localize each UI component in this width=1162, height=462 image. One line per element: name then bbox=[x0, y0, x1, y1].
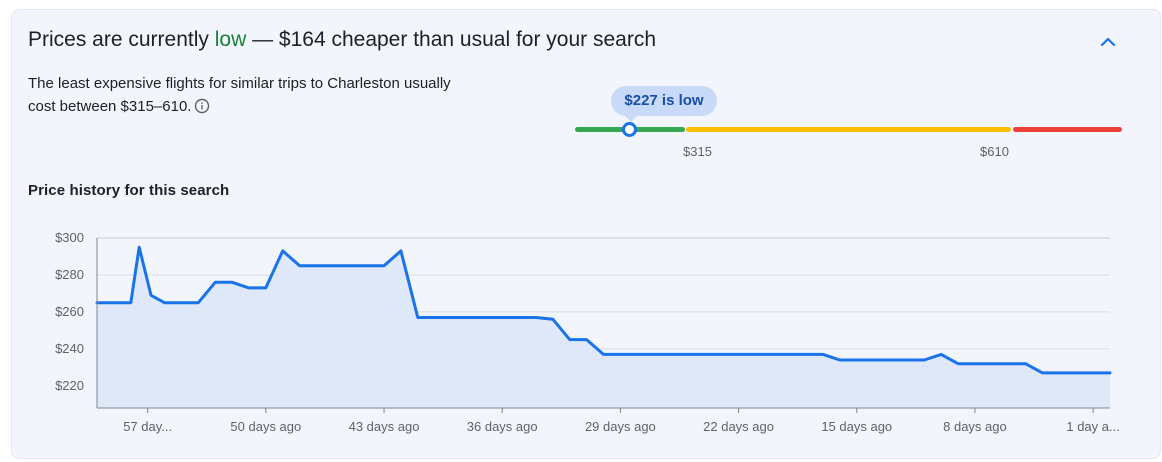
current-price-bubble: $227 is low bbox=[611, 86, 717, 122]
x-tick-label: 8 days ago bbox=[943, 419, 1007, 434]
price-area-fill bbox=[97, 247, 1110, 408]
description-text: The least expensive flights for similar … bbox=[28, 75, 451, 115]
x-tick-label: 43 days ago bbox=[349, 419, 420, 434]
x-tick-label: 36 days ago bbox=[467, 419, 538, 434]
collapse-button[interactable] bbox=[1094, 28, 1122, 56]
low-threshold-label: $315 bbox=[683, 144, 712, 159]
price-status-word: low bbox=[214, 28, 247, 51]
price-range-description: The least expensive flights for similar … bbox=[28, 72, 468, 121]
y-tick-label: $300 bbox=[55, 230, 84, 245]
price-history-line bbox=[95, 245, 1112, 375]
price-status-headline: Prices are currently low — $164 cheaper … bbox=[28, 28, 656, 52]
x-tick-label: 22 days ago bbox=[703, 419, 774, 434]
x-tick-label: 50 days ago bbox=[230, 419, 301, 434]
info-icon[interactable] bbox=[194, 98, 210, 121]
x-tick-label: 29 days ago bbox=[585, 419, 656, 434]
price-history-title: Price history for this search bbox=[28, 182, 230, 199]
chevron-up-icon bbox=[1100, 37, 1116, 47]
current-price-marker bbox=[622, 122, 637, 137]
y-tick-label: $280 bbox=[55, 267, 84, 282]
y-tick-label: $240 bbox=[55, 341, 84, 356]
y-tick-label: $260 bbox=[55, 304, 84, 319]
price-range-indicator: $227 is low $315 $610 bbox=[575, 86, 1125, 166]
high-threshold-label: $610 bbox=[980, 144, 1009, 159]
y-tick-label: $220 bbox=[55, 378, 84, 393]
headline-suffix: — $164 cheaper than usual for your searc… bbox=[246, 28, 656, 51]
x-tick-label: 1 day a... bbox=[1066, 419, 1119, 434]
typical-price-segment bbox=[686, 127, 1011, 132]
x-tick-label: 15 days ago bbox=[821, 419, 892, 434]
high-price-segment bbox=[1013, 127, 1122, 132]
headline-prefix: Prices are currently bbox=[28, 28, 215, 51]
x-tick-label: 57 day... bbox=[123, 419, 172, 434]
